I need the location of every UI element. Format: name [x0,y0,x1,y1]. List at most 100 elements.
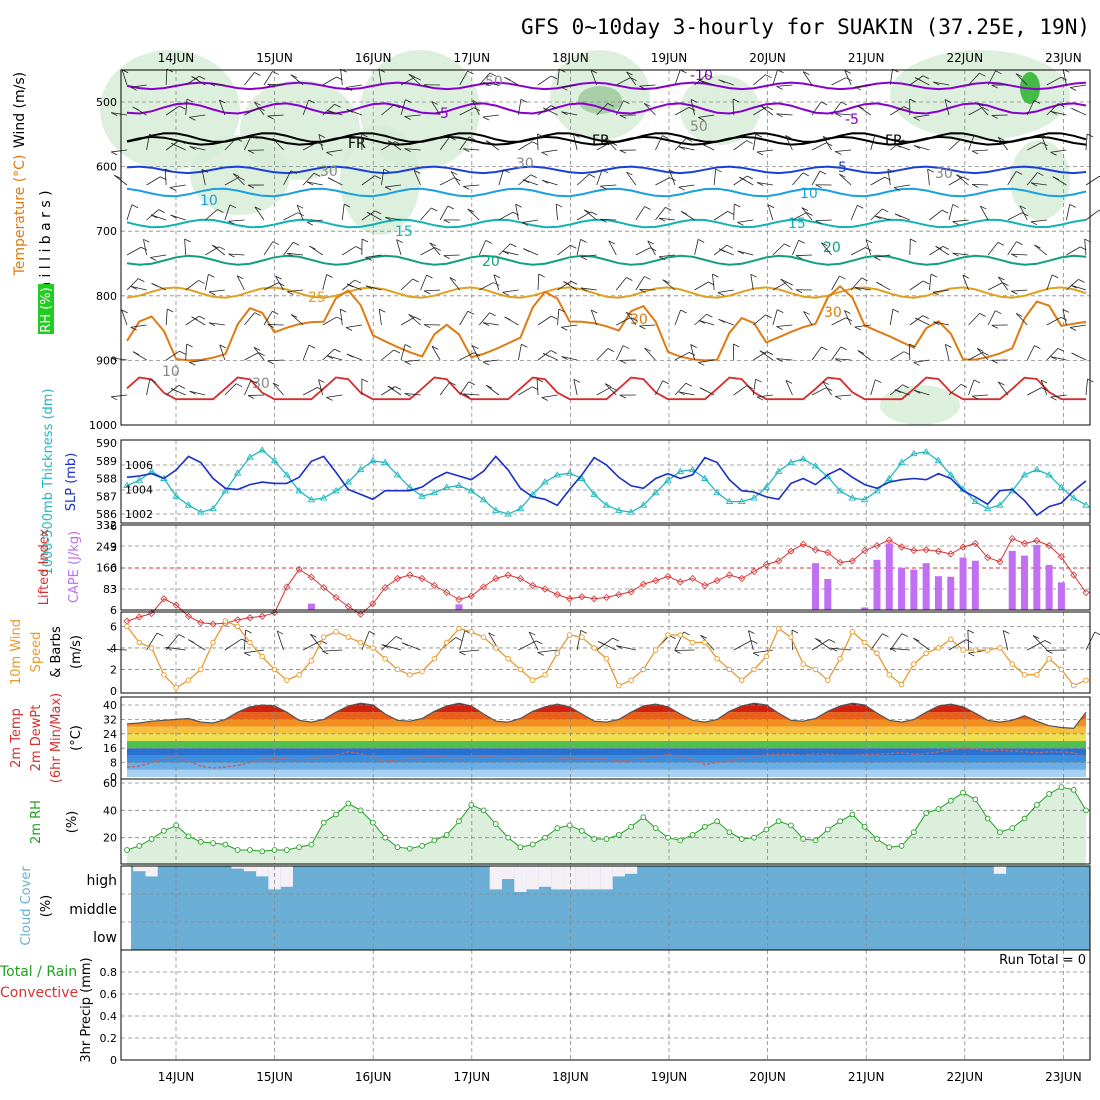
thickness-point [504,510,512,517]
wind-barb [463,186,470,190]
wind-barb [944,99,950,116]
wind-barb [219,99,226,104]
wind-barb [306,219,323,223]
wind10-barb [576,630,582,651]
wind10-point [825,677,831,683]
rh2m-point [886,844,893,851]
wind-barb [485,140,493,144]
wind10-barb [889,648,897,652]
rh2m-point [812,837,819,844]
wind-barb [504,76,511,81]
temp-band [127,769,1086,777]
wind-barb [431,207,438,212]
wind-barb [130,84,147,88]
wind10-point [935,645,942,651]
wind10-point [419,668,425,675]
wind-barb [644,103,656,116]
wind-barb [263,241,274,256]
wind-barb [1046,274,1053,291]
thickness-point [737,497,746,505]
contour-label: 30 [516,156,534,172]
wind-barb [973,379,981,384]
thickness-point [836,487,844,494]
rh2m-point [357,807,364,814]
wind-barb [1071,352,1078,357]
wind10-point [997,645,1003,651]
rh2m-point [947,797,954,804]
wind10-point [1070,682,1077,689]
rh2m-point [579,827,585,834]
wind-barb [561,84,578,88]
wind-barb [835,113,842,117]
wind-barb [750,273,757,278]
wind-barb [913,117,920,121]
thk-tick: 589 [96,455,117,468]
wind10-point [136,639,143,646]
wind-barb [765,74,772,79]
lifted-index-point [652,577,660,585]
wind-barb [619,149,627,154]
wind10-barb [106,648,114,653]
wind10-barb [616,645,636,651]
cape-bar [812,563,820,610]
wind-barb [467,208,474,213]
wind-barb [766,351,774,355]
lifted-index-point [811,546,820,554]
contour-label: 10 [200,193,218,209]
wind-barb [322,348,335,361]
thickness-point [344,478,353,485]
wind-barb [792,240,800,256]
wind-barb [518,344,522,361]
wind-barb [408,314,421,326]
wind-barb [733,343,740,348]
wind-barb [345,87,353,91]
lifted-index-point [492,574,500,583]
thickness-point [799,455,808,462]
wind-barb [717,289,734,293]
cloud-clear [538,866,552,887]
wind-barb [697,239,705,243]
wind-barb [737,250,754,256]
wind-barb [626,277,633,281]
wind-barb [662,380,669,385]
wind10-point [874,650,880,657]
wind10-point [284,677,290,683]
thickness-point [1057,483,1066,490]
wind-barb [408,314,415,318]
wind-barb [504,316,511,321]
wind-barb [821,242,832,256]
wind-barb [1030,182,1038,187]
wind-barb [178,384,186,389]
wind-barb [443,219,450,224]
wind10-point [911,661,917,667]
wind-barb [522,179,530,183]
cloud-ylabels: Cloud Cover (%) [19,866,54,946]
wind-barb [753,74,766,86]
rh2m-point [591,836,598,842]
wind-barb [811,387,827,396]
lifted-index-point [1045,542,1053,550]
wind-barb [840,101,848,106]
wind-barb [765,314,772,319]
isotherm-line [126,254,1087,266]
wind-barb [541,394,558,398]
wind-barb [610,142,617,146]
wind-barb [699,387,707,392]
wind-barb [914,317,922,322]
rh2m-point [517,844,524,851]
wind-barb [413,170,421,174]
wind-barb [404,114,421,117]
wind-barb [146,176,161,186]
wind-barb [561,356,578,361]
wind-barb [968,313,980,326]
wind-barb [561,111,568,116]
wind10-barb [968,652,975,657]
wind-barb [573,378,581,383]
wind-barb [1052,176,1059,180]
wind-barb [443,255,450,259]
rh2m-area [127,787,1086,865]
wind-barb [655,207,666,221]
wind10-barb [815,638,822,642]
wind10-barb [1032,635,1040,639]
wind-barb [204,274,209,291]
